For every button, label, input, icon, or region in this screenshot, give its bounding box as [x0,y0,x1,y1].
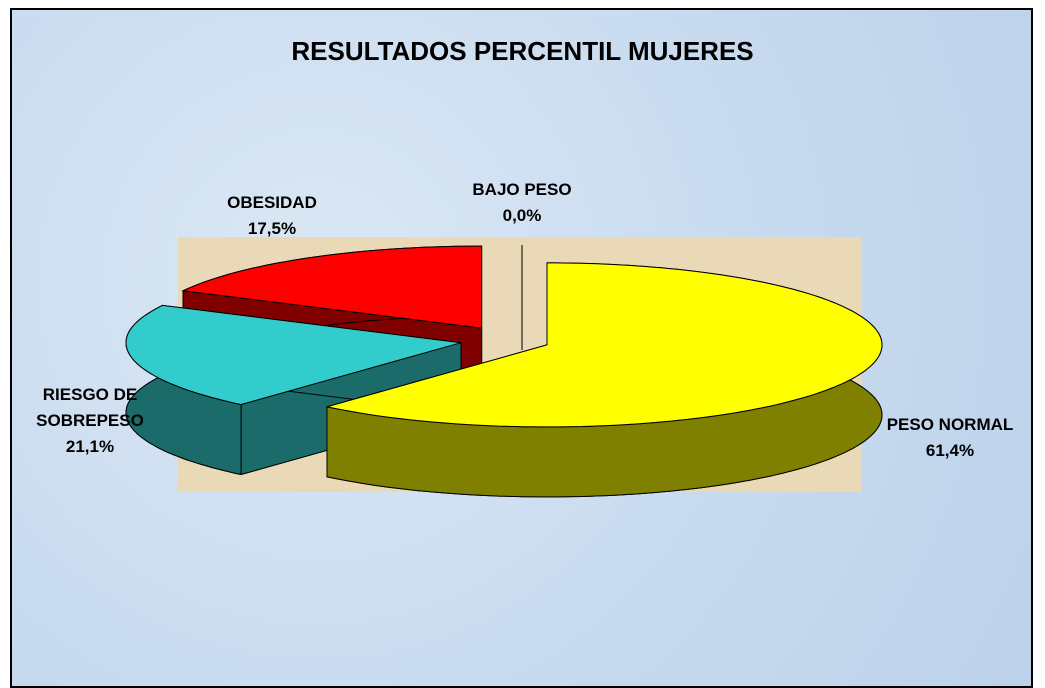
slice-label: PESO NORMAL 61,4% [860,412,1040,464]
chart [125,237,883,498]
value-label: 17,5% [247,219,297,238]
slice-top [326,262,883,428]
category-label: RIESGO DE SOBREPESO [36,385,144,430]
category-label: PESO NORMAL [886,415,1014,434]
category-label: OBESIDAD [227,193,317,212]
slice-top [181,245,483,329]
value-label: 21,1% [65,437,115,456]
slice-label: BAJO PESO 0,0% [432,177,612,229]
slice-top [125,304,462,406]
category-label: BAJO PESO [472,180,572,199]
value-label: 61,4% [925,441,975,460]
slice-label: OBESIDAD 17,5% [192,190,352,242]
value-label: 0,0% [502,206,542,225]
slice-label: RIESGO DE SOBREPESO 21,1% [10,382,170,460]
chart-title: RESULTADOS PERCENTIL MUJERES [291,36,754,66]
page: RESULTADOS PERCENTIL MUJERES PESO NORMAL… [10,8,1040,688]
